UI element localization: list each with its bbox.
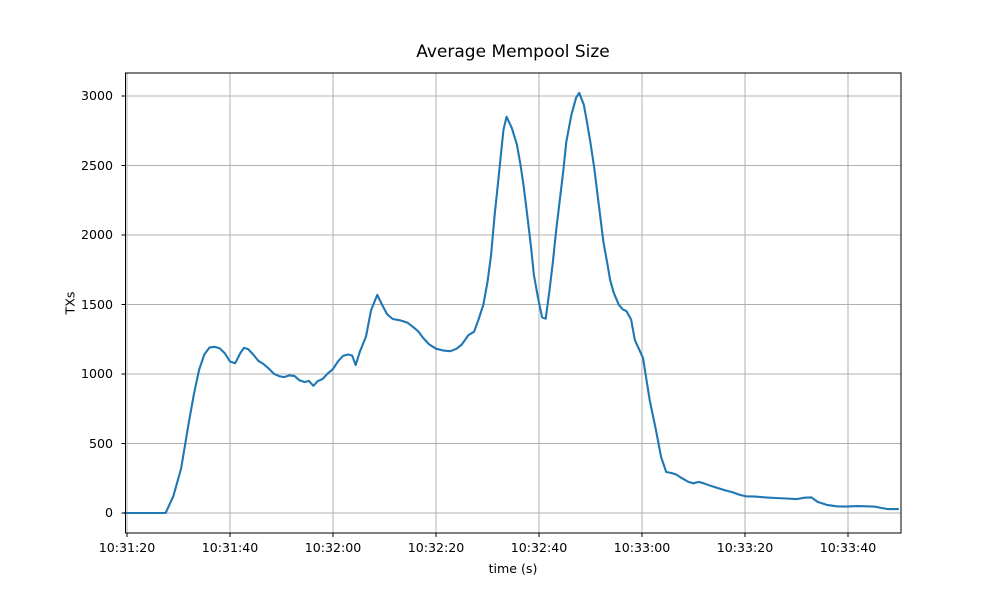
x-axis-label: time (s) [488, 561, 538, 576]
x-tick-label: 10:32:20 [407, 540, 465, 555]
axes-frame [125, 72, 902, 534]
x-tick-label: 10:33:40 [819, 540, 877, 555]
x-tick-label: 10:31:40 [201, 540, 259, 555]
y-tick-label: 1500 [80, 296, 113, 312]
y-tick-label: 3000 [80, 88, 113, 103]
chart-title: Average Mempool Size [416, 42, 610, 62]
x-tick-label: 10:33:00 [613, 540, 671, 555]
x-tick-label: 10:32:40 [510, 540, 568, 555]
x-tick-label: 10:31:20 [98, 540, 156, 555]
y-tick-label: 0 [104, 505, 113, 520]
y-tick-label: 2000 [80, 227, 113, 242]
y-tick-label: 1000 [80, 366, 113, 381]
x-tick-label: 10:32:00 [304, 540, 362, 555]
y-tick-label: 2500 [80, 157, 113, 173]
plot-background [125, 73, 901, 533]
data-line [123, 91, 900, 515]
y-tick-label: 500 [88, 435, 113, 451]
x-tick-label: 10:33:20 [716, 540, 774, 555]
